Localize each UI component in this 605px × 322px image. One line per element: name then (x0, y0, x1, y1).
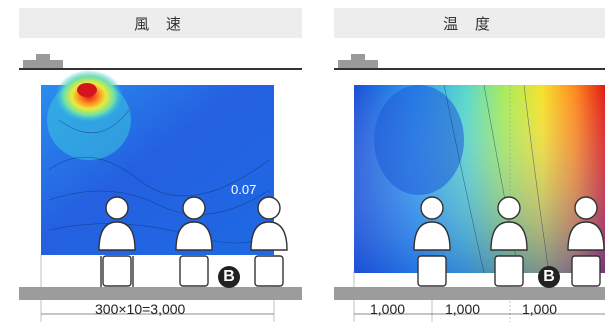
cool-zone (374, 85, 464, 195)
vent-icon (23, 60, 63, 68)
vent-icon (338, 60, 378, 68)
contour-line (48, 189, 270, 215)
temperature-heatmap (353, 84, 605, 322)
temperature-title: 温 度 (334, 8, 605, 38)
wind-speed-title: 風 速 (19, 8, 302, 38)
ceiling-line (19, 68, 302, 70)
contour-line (48, 156, 270, 197)
wind-value-label: 0.07 (231, 182, 257, 197)
vent-icon (351, 54, 365, 61)
section-badge: B (538, 266, 560, 288)
hotspot-core (77, 83, 97, 97)
ceiling-line (334, 68, 605, 70)
floor (19, 287, 302, 300)
wind-speed-panel: 風 速 (19, 0, 302, 322)
temperature-panel: 温 度 (334, 0, 605, 322)
floor (334, 287, 605, 300)
person-seated-icon (98, 196, 136, 287)
contour-line (58, 109, 130, 134)
width-dimension: 300×10=3,000 (95, 301, 186, 317)
span-dimension: 1,000 (522, 301, 558, 317)
span-dimension: 1,000 (370, 301, 406, 317)
wind-speed-heatmap (40, 70, 288, 322)
person-seated-icon (413, 196, 451, 287)
section-badge: B (218, 266, 240, 288)
contour-line (523, 84, 550, 274)
person-seated-icon (567, 196, 605, 287)
person-seated-icon (175, 196, 213, 287)
person-seated-icon (250, 196, 288, 287)
vent-icon (36, 54, 50, 61)
contour-line (443, 84, 485, 274)
span-dimension: 1,000 (445, 301, 481, 317)
person-seated-icon (490, 196, 528, 287)
